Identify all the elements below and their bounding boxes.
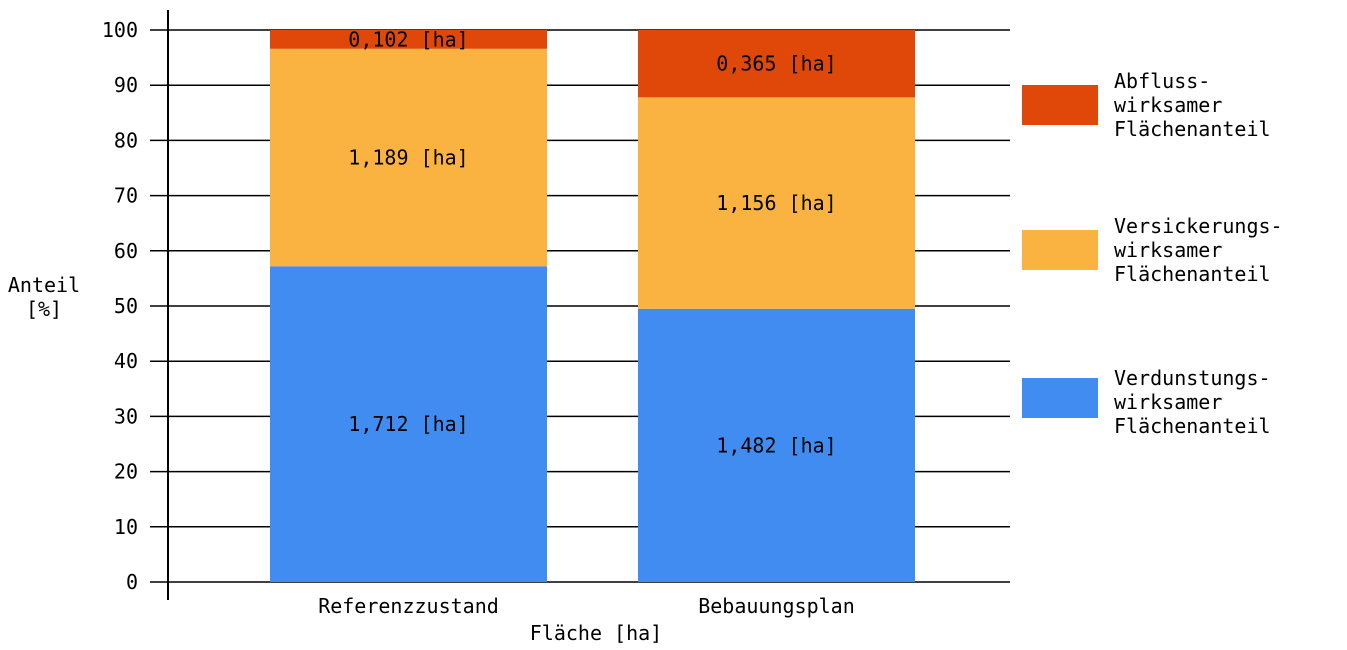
x-category-label: Referenzzustand [318, 594, 499, 618]
legend-label-line: wirksamer [1114, 390, 1223, 414]
legend-swatch-verdunstung [1022, 378, 1098, 418]
y-tick-label: 60 [114, 239, 138, 263]
legend-label-line: Flächenanteil [1114, 414, 1271, 438]
x-category-label: Bebauungsplan [698, 594, 855, 618]
legend-label-line: Versickerungs- [1114, 214, 1283, 238]
legend-label-line: wirksamer [1114, 93, 1223, 117]
y-tick-label: 40 [114, 349, 138, 373]
y-tick-label: 80 [114, 128, 138, 152]
bar-segment-versickerung [638, 97, 915, 309]
legend-swatch-abfluss [1022, 85, 1098, 125]
bar-value-label: 0,365 [ha] [716, 52, 836, 76]
y-tick-label: 90 [114, 73, 138, 97]
legend-label-verdunstung: Verdunstungs- wirksamer Flächenanteil [1114, 366, 1344, 438]
y-axis-label-line-1: Anteil [8, 273, 80, 297]
bar-value-label: 1,156 [ha] [716, 191, 836, 215]
bar-segment-abfluss [638, 30, 915, 98]
legend-label-line: wirksamer [1114, 238, 1223, 262]
bar-segment-abfluss [270, 30, 547, 49]
legend-label-line: Abfluss- [1114, 69, 1211, 93]
legend: Abfluss- wirksamer Flächenanteil Versick… [1022, 0, 1342, 645]
bar-value-labels: 1,712 [ha] 1,189 [ha] 0,102 [ha] 1,482 [ha]… [348, 27, 836, 457]
bar-value-label: 1,189 [ha] [348, 146, 468, 170]
legend-label-line: Verdunstungs- [1114, 366, 1271, 390]
x-category-labels: Referenzzustand Bebauungsplan [318, 594, 855, 618]
bar-segment-verdunstung [638, 308, 915, 582]
bar-value-label: 0,102 [ha] [348, 27, 468, 51]
y-tick-label: 0 [126, 570, 138, 594]
bar-value-label: 1,482 [ha] [716, 433, 836, 457]
y-tick-label: 10 [114, 515, 138, 539]
y-axis-label-line-2: [%] [26, 297, 62, 321]
legend-label-versickerung: Versickerungs- wirksamer Flächenanteil [1114, 214, 1344, 286]
y-tick-label: 50 [114, 294, 138, 318]
y-tick-label: 70 [114, 184, 138, 208]
legend-swatch-versickerung [1022, 230, 1098, 270]
bar-segment-versickerung [270, 48, 547, 267]
bars [270, 30, 915, 582]
legend-label-line: Flächenanteil [1114, 262, 1271, 286]
y-tick-label: 30 [114, 404, 138, 428]
legend-label-abfluss: Abfluss- wirksamer Flächenanteil [1114, 69, 1344, 141]
y-tick-label: 100 [102, 18, 138, 42]
legend-label-line: Flächenanteil [1114, 117, 1271, 141]
bar-segment-verdunstung [270, 266, 547, 582]
bar-value-label: 1,712 [ha] [348, 412, 468, 436]
y-tick-label: 20 [114, 460, 138, 484]
y-tick-labels: 0 10 20 30 40 50 60 70 80 90 100 [102, 18, 138, 594]
x-axis-label: Fläche [ha] [530, 621, 662, 645]
